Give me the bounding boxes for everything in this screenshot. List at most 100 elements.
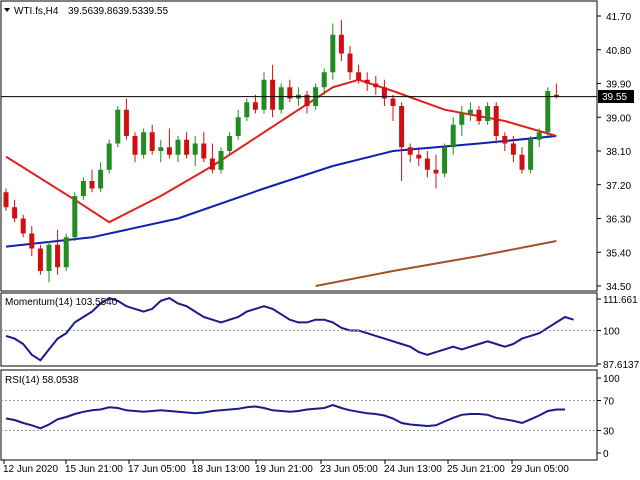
momentum-line	[5, 297, 574, 362]
candle-body	[141, 132, 147, 155]
candle	[12, 199, 18, 223]
candle-body	[209, 158, 215, 170]
candle-body	[528, 139, 534, 170]
price-tick-label: 35.40	[606, 248, 631, 259]
candle	[80, 177, 86, 200]
candle-body	[459, 113, 465, 125]
rsi-panel-frame	[0, 369, 598, 461]
candle	[381, 79, 387, 106]
candle	[304, 91, 310, 114]
candle	[132, 132, 138, 163]
candle-body	[364, 79, 370, 84]
candle-body	[493, 106, 499, 136]
candle	[356, 64, 362, 84]
candle	[72, 192, 78, 241]
candle	[149, 124, 155, 155]
candle	[321, 68, 327, 95]
candle	[227, 132, 233, 155]
dropdown-triangle-icon[interactable]	[4, 8, 10, 12]
candle	[20, 214, 26, 238]
price-tick-label: 38.10	[606, 147, 631, 158]
candle-body	[416, 154, 422, 159]
candle	[450, 117, 456, 155]
ma-mid-line	[5, 135, 557, 248]
rsi-tick-label: 100	[603, 374, 620, 385]
candle	[37, 244, 43, 275]
candle	[63, 233, 69, 271]
candle-body	[270, 79, 276, 110]
candle-body	[450, 124, 456, 148]
candle	[364, 72, 370, 91]
candle	[175, 136, 181, 163]
candle	[424, 151, 430, 178]
momentum-tick-label: 100	[603, 327, 620, 338]
time-tick-label: 12 Jun 2020	[3, 464, 58, 475]
candle-body	[373, 83, 379, 88]
candle	[218, 147, 224, 174]
candle	[407, 143, 413, 163]
candle-body	[261, 79, 267, 110]
candle-body	[287, 87, 293, 99]
candle	[519, 147, 525, 174]
momentum-panel-frame	[0, 292, 598, 367]
candle	[390, 94, 396, 121]
candle-body	[244, 102, 250, 118]
ma-slow-line	[315, 240, 557, 287]
candle	[46, 241, 52, 283]
rsi-label: RSI(14) 58.0538	[5, 375, 79, 386]
candle-body	[72, 196, 78, 238]
candle	[98, 162, 104, 193]
candle	[553, 83, 559, 99]
candle	[89, 169, 95, 193]
candle	[459, 106, 465, 136]
candle	[467, 102, 473, 121]
candle-body	[106, 143, 112, 170]
ohlc-close: 39.55	[143, 6, 168, 17]
candle-body	[433, 169, 439, 174]
candle-body	[519, 154, 525, 170]
candle-body	[175, 139, 181, 155]
candle-body	[184, 139, 190, 155]
candle	[330, 23, 336, 80]
candle	[485, 102, 491, 125]
candle-body	[218, 151, 224, 170]
candle	[442, 143, 448, 178]
candle-body	[510, 143, 516, 155]
candle	[545, 87, 551, 136]
time-axis: 12 Jun 2020 15 Jun 21:00 17 Jun 05:00 18 Ju…	[3, 460, 569, 475]
price-tick-label: 37.20	[606, 181, 631, 192]
candle-body	[80, 181, 86, 196]
indicator-lines	[5, 297, 574, 430]
rsi-tick-label: 30	[603, 427, 615, 438]
time-tick-label: 23 Jun 05:00	[320, 464, 378, 475]
candle-body	[304, 94, 310, 106]
candle-body	[536, 132, 542, 140]
time-tick-label: 29 Jun 05:00	[511, 464, 569, 475]
candle	[493, 102, 499, 144]
ohlc-open: 39.56	[68, 6, 93, 17]
candle-body	[467, 109, 473, 114]
candle	[166, 128, 172, 159]
time-tick-label: 24 Jun 13:00	[384, 464, 442, 475]
candle	[201, 132, 207, 163]
candle-body	[63, 237, 69, 268]
candle-body	[278, 87, 284, 110]
main-panel-frame	[0, 0, 598, 292]
candle-body	[381, 87, 387, 99]
price-tick-label: 40.80	[606, 46, 631, 57]
time-tick-label: 19 Jun 21:00	[255, 464, 313, 475]
candles	[3, 19, 559, 283]
ohlc-low: 39.53	[118, 6, 143, 17]
momentum-tick-label: 87.6137	[603, 360, 640, 371]
candle	[252, 94, 258, 114]
rsi-tick-label: 0	[603, 449, 609, 460]
candle-body	[252, 102, 258, 110]
candle-body	[98, 169, 104, 189]
momentum-tick-label: 111.661	[603, 295, 638, 306]
candle	[3, 188, 9, 211]
candle-body	[553, 94, 559, 97]
rsi-axis: 100 70 30 0	[1, 374, 620, 460]
candle-body	[29, 233, 35, 249]
candle	[158, 139, 164, 163]
